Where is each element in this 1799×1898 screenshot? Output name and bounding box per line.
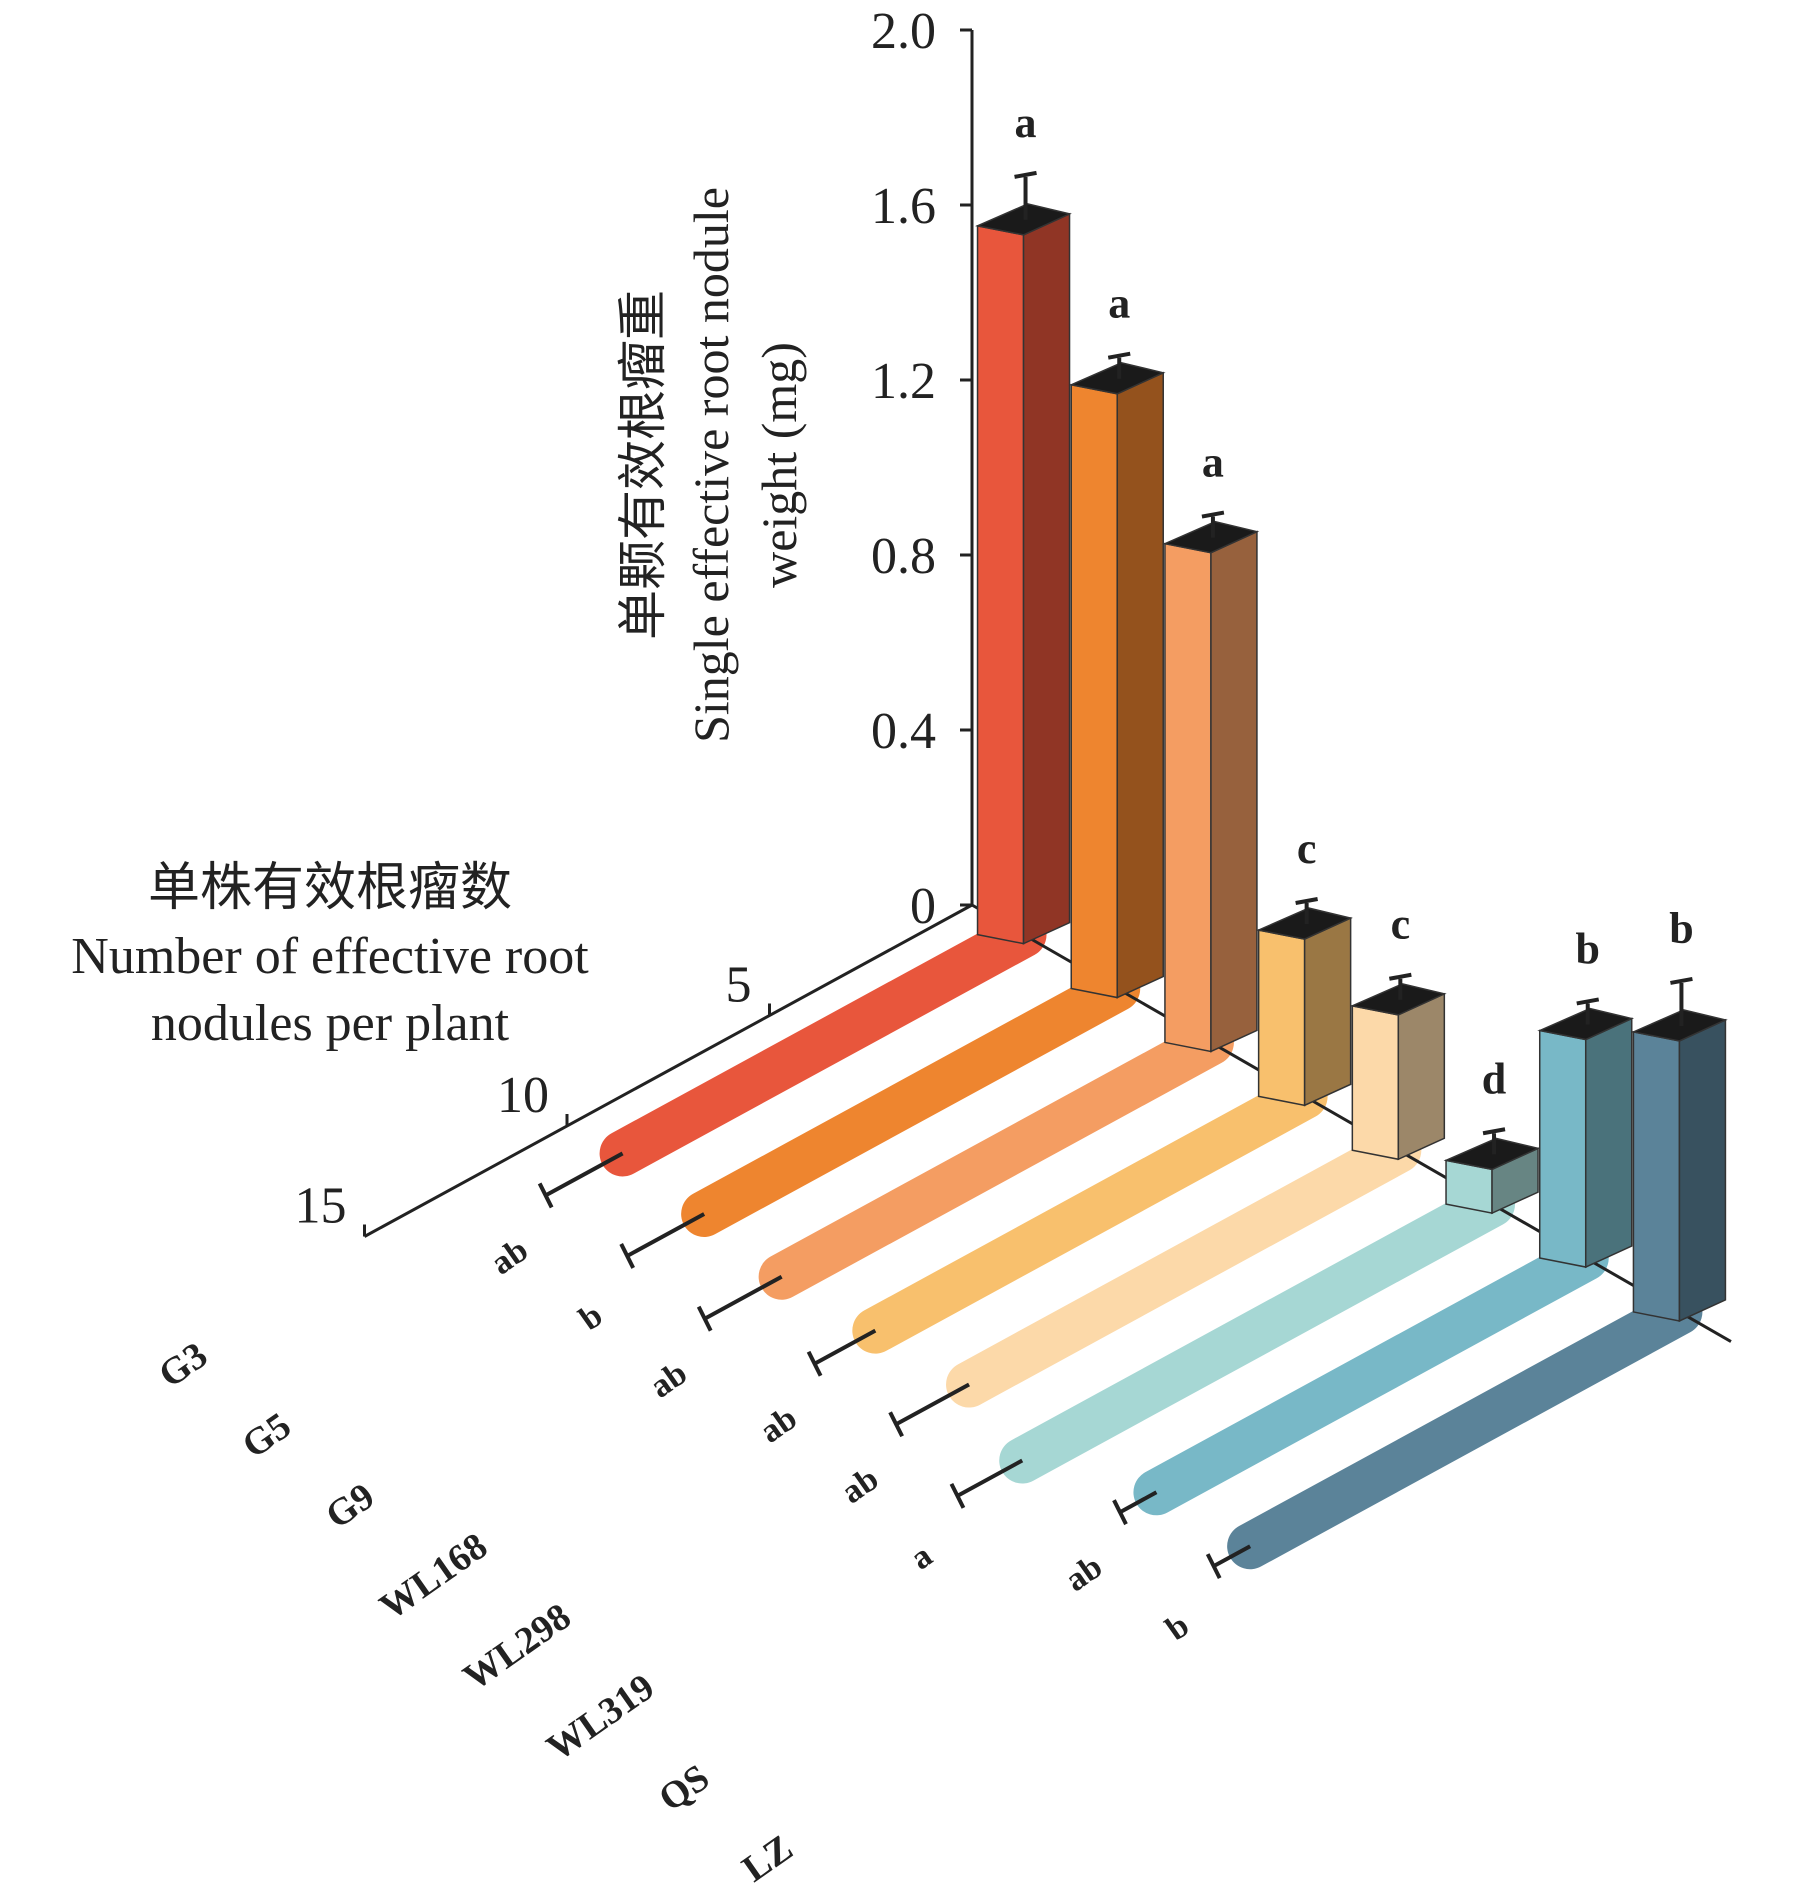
count-letter-label: b [1159,1607,1196,1648]
weight-bars-layer: a a a c c d b b [975,98,1728,1323]
count-letter-label: ab [484,1231,535,1282]
weight-axis-title-en-2: weight (mg) [751,342,807,588]
count-axis-title-zh: 单株有效根瘤数 [148,860,512,917]
count-bar [681,965,1141,1237]
count-error-bar [895,1382,970,1427]
weight-bar-side [1397,992,1446,1161]
count-bar [852,1073,1328,1354]
count-error-bar [626,1212,706,1258]
weight-error-cap [1201,510,1225,519]
weight-tick-label: 0.4 [871,703,936,760]
weight-bar-front [1164,542,1212,1053]
category-label: LZ [735,1827,801,1890]
weight-error-cap [1670,976,1693,985]
weight-bar-side [1022,212,1071,945]
count-error-cap [696,1305,713,1332]
count-error-bar [544,1151,624,1198]
weight-letter-label: b [1575,924,1599,973]
category-label: QS [651,1756,717,1819]
weight-tick-label: 0.8 [871,528,936,585]
count-error-cap [619,1243,635,1269]
weight-bar-QS: b [1537,924,1635,1269]
count-bar [946,1127,1422,1408]
category-label: WL298 [456,1595,579,1698]
weight-bar-WL168: c [1256,824,1353,1107]
weight-bar-front [1538,1029,1587,1268]
count-letter-label: ab [835,1460,886,1511]
weight-bar-front [976,224,1025,945]
count-error-cap [888,1411,904,1438]
weight-bar-side [1303,916,1352,1107]
category-label: G5 [235,1405,299,1467]
weight-bar-G5: a [1068,279,1166,999]
count-error-cap [949,1482,966,1509]
weight-error-cap [1388,972,1412,981]
count-letter-label: ab [643,1355,694,1406]
category-label: WL168 [372,1525,495,1628]
weight-letter-label: d [1482,1054,1506,1103]
weight-bar-side [1116,371,1164,999]
weight-tick-label: 2.0 [871,3,936,60]
weight-bar-front [1351,1004,1400,1161]
weight-letter-label: a [1108,279,1130,328]
weight-axis-title-zh: 单颗有效根瘤重 [615,290,671,640]
weight-error-cap [1014,170,1037,179]
category-label: G3 [151,1334,215,1396]
count-error-bar [703,1274,783,1321]
weight-error-cap [1576,997,1600,1006]
weight-bar-LZ: b [1630,904,1728,1323]
count-tick-label: 15 [295,1178,347,1235]
weight-tick-label: 0 [910,878,936,935]
weight-letter-label: a [1015,98,1037,147]
weight-letter-label: c [1297,824,1317,873]
axes-layer: 0 0.4 0.8 1.2 1.6 2.0 5 10 15 [295,3,1732,1343]
category-label: G9 [318,1475,382,1537]
count-tick-label: 10 [497,1067,549,1124]
weight-tick-label: 1.6 [871,178,936,235]
weight-axis-title-en-1: Single effective root nodule [683,187,739,743]
weight-bar-front [1257,929,1306,1107]
count-error-bar [1119,1490,1158,1514]
weight-error-cap [1295,897,1318,905]
weight-bar-G9: a [1162,438,1260,1053]
count-error-cap [1112,1499,1128,1526]
count-axis-title-en-2: nodules per plant [151,995,510,1052]
weight-error-cap [1482,1127,1506,1136]
count-error-bar [813,1328,877,1366]
count-bar [1227,1288,1703,1570]
weight-bar-WL298: c [1349,900,1447,1161]
weight-bar-front [1070,383,1118,999]
count-bar [758,1019,1234,1300]
weight-letter-label: c [1391,900,1411,949]
weight-bar-WL319: d [1443,1054,1541,1215]
weight-error-cap [1107,351,1131,360]
count-bar [1133,1235,1609,1516]
weight-bar-side [1210,530,1258,1053]
count-error-bar [956,1458,1024,1498]
count-error-bar [1212,1544,1252,1568]
weight-letter-label: a [1202,438,1224,487]
count-letter-label: a [904,1537,939,1577]
count-bar [999,1181,1516,1484]
count-letter-label: ab [1059,1548,1110,1599]
weight-letter-label: b [1669,904,1693,953]
weight-bar-G3: a [975,98,1072,945]
category-label: WL319 [539,1666,662,1769]
count-error-cap [537,1182,554,1209]
count-axis-line [363,903,973,1238]
count-error-cap [1205,1553,1222,1579]
count-letter-label: ab [753,1400,804,1451]
count-error-cap [806,1350,823,1377]
weight-bar-side [1584,1017,1633,1269]
weight-bar-side [1678,1018,1727,1323]
weight-bar-front [1632,1031,1681,1322]
count-tick-label: 5 [726,957,752,1014]
count-bar [599,911,1047,1177]
count-letter-label: b [573,1297,610,1338]
count-axis-title-en-1: Number of effective root [71,928,589,985]
weight-tick-label: 1.2 [871,353,936,410]
